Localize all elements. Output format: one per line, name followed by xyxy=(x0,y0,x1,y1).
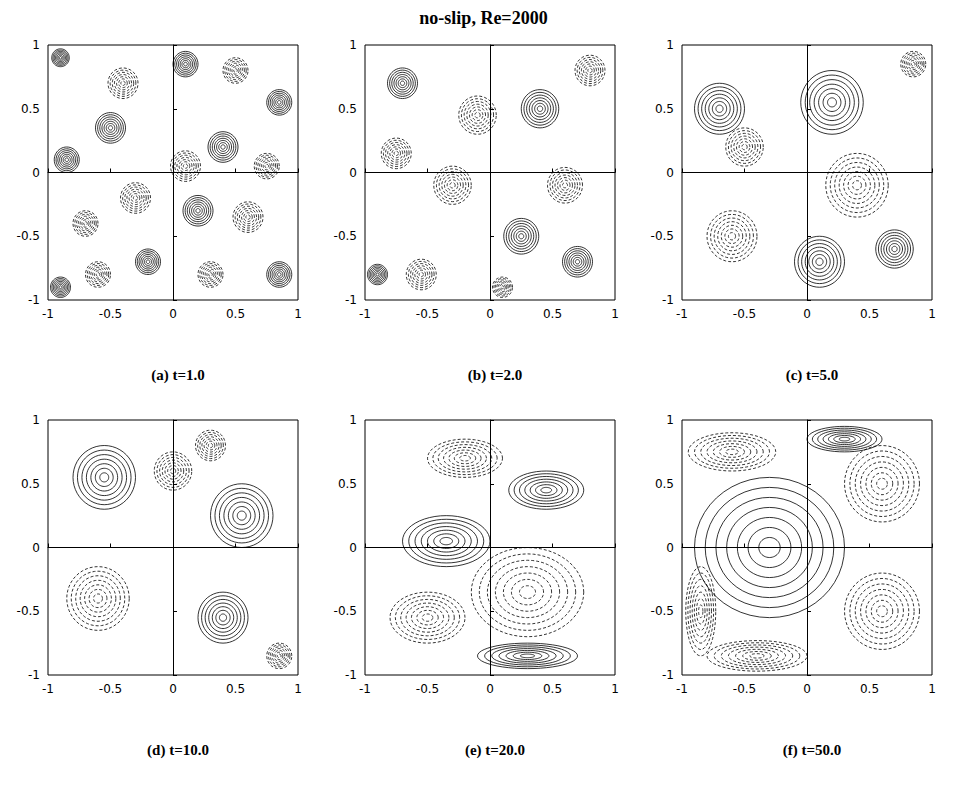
svg-text:0.5: 0.5 xyxy=(338,102,357,116)
svg-text:-1: -1 xyxy=(359,307,371,321)
svg-text:0: 0 xyxy=(803,682,811,696)
svg-text:0: 0 xyxy=(32,166,40,180)
svg-text:0: 0 xyxy=(666,166,674,180)
svg-text:(d) t=10.0: (d) t=10.0 xyxy=(147,742,209,759)
svg-text:0.5: 0.5 xyxy=(655,477,674,491)
svg-text:-0.5: -0.5 xyxy=(17,229,40,243)
svg-text:0.5: 0.5 xyxy=(860,682,879,696)
svg-text:-1: -1 xyxy=(662,293,674,307)
svg-text:0.5: 0.5 xyxy=(860,307,879,321)
svg-text:-0.5: -0.5 xyxy=(733,682,756,696)
svg-text:1: 1 xyxy=(294,682,302,696)
svg-text:0: 0 xyxy=(486,307,494,321)
svg-text:(b) t=2.0: (b) t=2.0 xyxy=(468,367,522,384)
svg-text:-0.5: -0.5 xyxy=(334,604,357,618)
svg-text:0.5: 0.5 xyxy=(226,307,245,321)
svg-text:1: 1 xyxy=(349,38,357,52)
svg-text:-0.5: -0.5 xyxy=(99,682,122,696)
svg-text:0.5: 0.5 xyxy=(655,102,674,116)
svg-text:1: 1 xyxy=(349,413,357,427)
svg-text:1: 1 xyxy=(666,38,674,52)
svg-text:-1: -1 xyxy=(359,682,371,696)
svg-text:1: 1 xyxy=(294,307,302,321)
svg-text:-1: -1 xyxy=(662,668,674,682)
svg-text:0: 0 xyxy=(666,541,674,555)
svg-text:1: 1 xyxy=(928,307,936,321)
svg-text:0: 0 xyxy=(349,166,357,180)
svg-text:1: 1 xyxy=(666,413,674,427)
svg-text:-0.5: -0.5 xyxy=(17,604,40,618)
svg-text:-1: -1 xyxy=(345,668,357,682)
svg-text:-1: -1 xyxy=(28,668,40,682)
svg-text:no-slip, Re=2000: no-slip, Re=2000 xyxy=(419,8,547,28)
svg-text:(c) t=5.0: (c) t=5.0 xyxy=(786,367,839,384)
svg-text:-1: -1 xyxy=(28,293,40,307)
svg-text:-1: -1 xyxy=(676,307,688,321)
svg-text:-0.5: -0.5 xyxy=(416,682,439,696)
svg-text:-0.5: -0.5 xyxy=(651,604,674,618)
svg-text:0.5: 0.5 xyxy=(543,682,562,696)
svg-text:0: 0 xyxy=(169,307,177,321)
svg-text:-1: -1 xyxy=(42,307,54,321)
svg-text:(e) t=20.0: (e) t=20.0 xyxy=(465,742,525,759)
svg-text:0: 0 xyxy=(32,541,40,555)
svg-text:0.5: 0.5 xyxy=(543,307,562,321)
svg-text:(a) t=1.0: (a) t=1.0 xyxy=(151,367,205,384)
svg-text:-0.5: -0.5 xyxy=(99,307,122,321)
svg-text:0.5: 0.5 xyxy=(338,477,357,491)
svg-text:0: 0 xyxy=(486,682,494,696)
svg-text:-1: -1 xyxy=(42,682,54,696)
svg-text:0: 0 xyxy=(169,682,177,696)
svg-text:0: 0 xyxy=(349,541,357,555)
svg-text:-1: -1 xyxy=(676,682,688,696)
svg-text:-0.5: -0.5 xyxy=(416,307,439,321)
svg-text:1: 1 xyxy=(32,38,40,52)
svg-text:0.5: 0.5 xyxy=(21,477,40,491)
svg-text:-0.5: -0.5 xyxy=(651,229,674,243)
svg-text:1: 1 xyxy=(611,307,619,321)
svg-text:1: 1 xyxy=(32,413,40,427)
svg-text:0.5: 0.5 xyxy=(21,102,40,116)
svg-text:-0.5: -0.5 xyxy=(733,307,756,321)
svg-text:-0.5: -0.5 xyxy=(334,229,357,243)
svg-text:1: 1 xyxy=(928,682,936,696)
svg-text:(f) t=50.0: (f) t=50.0 xyxy=(783,742,842,759)
svg-text:1: 1 xyxy=(611,682,619,696)
svg-text:-1: -1 xyxy=(345,293,357,307)
svg-text:0: 0 xyxy=(803,307,811,321)
svg-text:0.5: 0.5 xyxy=(226,682,245,696)
